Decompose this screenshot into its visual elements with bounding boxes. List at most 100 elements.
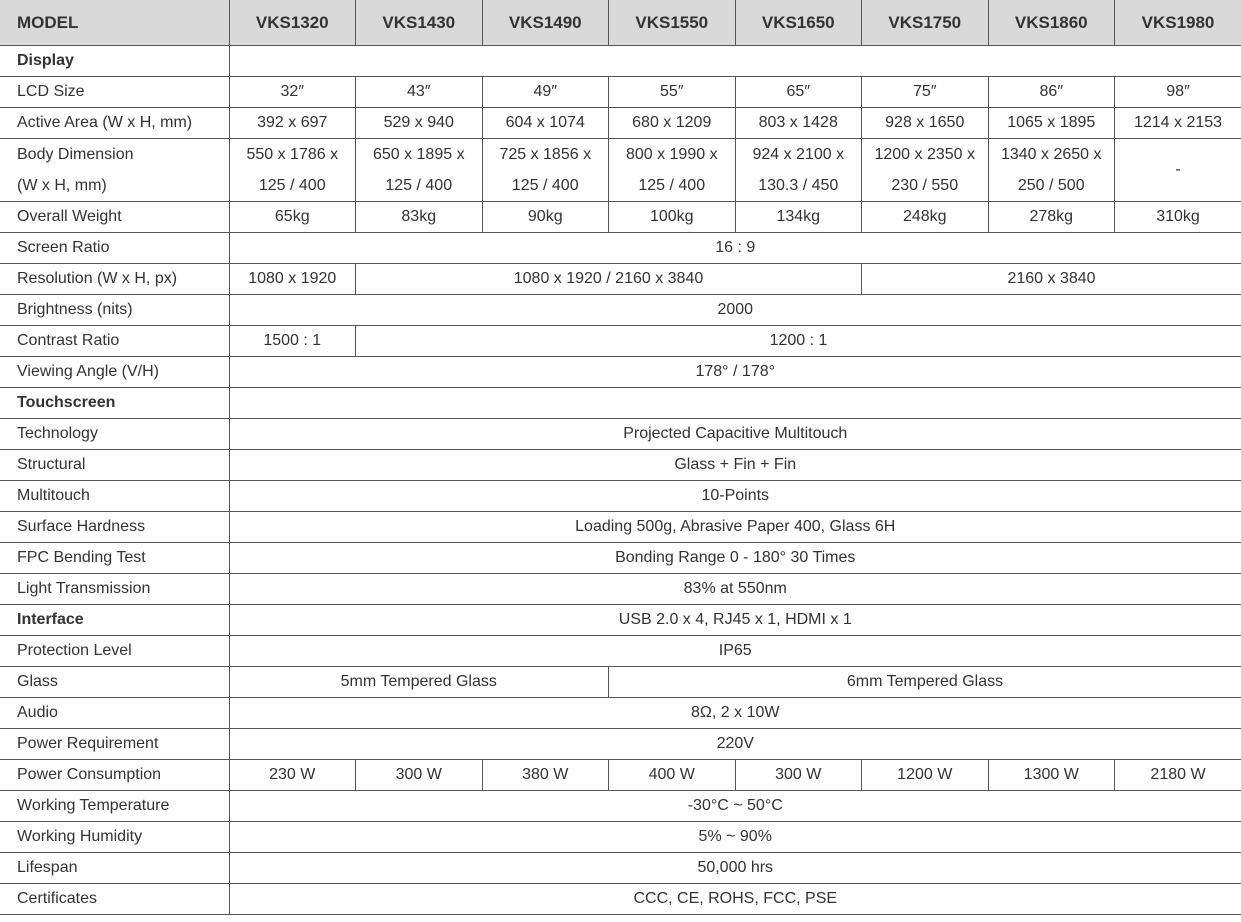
value-cell: 928 x 1650 (861, 107, 989, 139)
section-row: Interface USB 2.0 x 4, RJ45 x 1, HDMI x 1 (0, 604, 1241, 636)
table-row: Audio 8Ω, 2 x 10W (0, 697, 1241, 729)
value-cell: 5% ~ 90% (228, 821, 1241, 853)
model-column-header: VKS1490 (481, 0, 609, 46)
value-cell: 248kg (861, 201, 989, 233)
section-row: Touchscreen (0, 387, 1241, 419)
value-cell: 65″ (734, 76, 862, 108)
value-cell: 220V (228, 728, 1241, 760)
row-label: Active Area (W x H, mm) (0, 107, 230, 139)
header-row: MODEL VKS1320 VKS1430 VKS1490 VKS1550 VKS1650… (0, 0, 1241, 46)
value-cell: 1200 W (861, 759, 989, 791)
row-label: Resolution (W x H, px) (0, 263, 230, 295)
row-label: Light Transmission (0, 573, 230, 605)
model-column-header: VKS1980 (1114, 0, 1241, 46)
table-row: Power Consumption 230 W 300 W 380 W 400 W 300… (0, 759, 1241, 791)
table-row: Structural Glass + Fin + Fin (0, 449, 1241, 481)
value-cell: 32″ (228, 76, 356, 108)
value-cell: 800 x 1990 x 125 / 400 (608, 138, 736, 202)
value-cell: 380 W (481, 759, 609, 791)
value-cell: 1340 x 2650 x 250 / 500 (987, 138, 1115, 202)
section-label: Interface (0, 604, 230, 636)
value-cell: 134kg (734, 201, 862, 233)
cell-line: 1340 x 2650 x (1000, 146, 1102, 163)
value-cell: 604 x 1074 (481, 107, 609, 139)
value-cell: 2160 x 3840 (861, 263, 1241, 295)
value-cell: 90kg (481, 201, 609, 233)
row-label: LCD Size (0, 76, 230, 108)
value-cell: 83kg (355, 201, 483, 233)
value-cell: 83% at 550nm (228, 573, 1241, 605)
section-row: Display (0, 45, 1241, 77)
row-label: Surface Hardness (0, 511, 230, 543)
table-row: Working Humidity 5% ~ 90% (0, 821, 1241, 853)
value-cell: 98″ (1114, 76, 1241, 108)
value-cell: 680 x 1209 (608, 107, 736, 139)
value-cell: 8Ω, 2 x 10W (228, 697, 1241, 729)
value-cell: 2180 W (1114, 759, 1241, 791)
row-label: Lifespan (0, 852, 230, 884)
table-row: Screen Ratio 16 : 9 (0, 232, 1241, 264)
table-row: Light Transmission 83% at 550nm (0, 573, 1241, 605)
row-label: Power Consumption (0, 759, 230, 791)
value-cell: USB 2.0 x 4, RJ45 x 1, HDMI x 1 (228, 604, 1241, 636)
row-label: Screen Ratio (0, 232, 230, 264)
cell-line: 650 x 1895 x (372, 146, 465, 163)
cell-line: 1200 x 2350 x (874, 146, 976, 163)
value-cell: 650 x 1895 x 125 / 400 (355, 138, 483, 202)
value-cell: 1080 x 1920 (228, 263, 356, 295)
value-cell: 529 x 940 (355, 107, 483, 139)
value-cell: 300 W (734, 759, 862, 791)
value-cell: Bonding Range 0 - 180° 30 Times (228, 542, 1241, 574)
value-cell: 10-Points (228, 480, 1241, 512)
row-label: Brightness (nits) (0, 294, 230, 326)
section-label: Display (0, 45, 230, 77)
value-cell: 1300 W (987, 759, 1115, 791)
table-row: Active Area (W x H, mm) 392 x 697 529 x 94… (0, 107, 1241, 139)
value-cell (228, 45, 1241, 77)
row-label: Multitouch (0, 480, 230, 512)
row-label: Technology (0, 418, 230, 450)
value-cell: CCC, CE, ROHS, FCC, PSE (228, 883, 1241, 915)
spec-table-body: Display LCD Size 32″ 43″ 49″ 55″ 65″ 75″ 86″ 98″ A… (0, 45, 1241, 915)
table-row: Lifespan 50,000 hrs (0, 852, 1241, 884)
row-label: Power Requirement (0, 728, 230, 760)
value-cell: 5mm Tempered Glass (228, 666, 609, 698)
cell-line: 125 / 400 (511, 177, 579, 194)
value-cell: 400 W (608, 759, 736, 791)
value-cell: Glass + Fin + Fin (228, 449, 1241, 481)
value-cell: 178° / 178° (228, 356, 1241, 388)
cell-line: 250 / 500 (1017, 177, 1085, 194)
value-cell: 392 x 697 (228, 107, 356, 139)
table-row: LCD Size 32″ 43″ 49″ 55″ 65″ 75″ 86″ 98″ (0, 76, 1241, 108)
cell-line: 800 x 1990 x (625, 146, 718, 163)
value-cell: 100kg (608, 201, 736, 233)
table-row: Technology Projected Capacitive Multitouc… (0, 418, 1241, 450)
table-row: Certificates CCC, CE, ROHS, FCC, PSE (0, 883, 1241, 915)
table-row: Glass 5mm Tempered Glass 6mm Tempered Glas… (0, 666, 1241, 698)
table-row: Working Temperature -30°C ~ 50°C (0, 790, 1241, 822)
value-cell: 86″ (987, 76, 1115, 108)
value-cell: 75″ (861, 76, 989, 108)
value-cell: 2000 (228, 294, 1241, 326)
value-cell (228, 387, 1241, 419)
table-row: Viewing Angle (V/H) 178° / 178° (0, 356, 1241, 388)
value-cell: 310kg (1114, 201, 1241, 233)
value-cell: 43″ (355, 76, 483, 108)
value-cell: Loading 500g, Abrasive Paper 400, Glass … (228, 511, 1241, 543)
cell-line: Body Dimension (17, 146, 134, 163)
value-cell: 50,000 hrs (228, 852, 1241, 884)
table-row: Resolution (W x H, px) 1080 x 1920 1080 x … (0, 263, 1241, 295)
value-cell: -30°C ~ 50°C (228, 790, 1241, 822)
model-column-header: VKS1650 (734, 0, 862, 46)
row-label: Working Temperature (0, 790, 230, 822)
cell-line: 125 / 400 (638, 177, 706, 194)
value-cell: 230 W (228, 759, 356, 791)
table-row: Overall Weight 65kg 83kg 90kg 100kg 134kg 248k… (0, 201, 1241, 233)
value-cell: 1200 x 2350 x 230 / 550 (861, 138, 989, 202)
value-cell: 65kg (228, 201, 356, 233)
value-cell: 1500 : 1 (228, 325, 356, 357)
value-cell: 16 : 9 (228, 232, 1241, 264)
value-cell: 300 W (355, 759, 483, 791)
table-row: Brightness (nits) 2000 (0, 294, 1241, 326)
value-cell: 803 x 1428 (734, 107, 862, 139)
